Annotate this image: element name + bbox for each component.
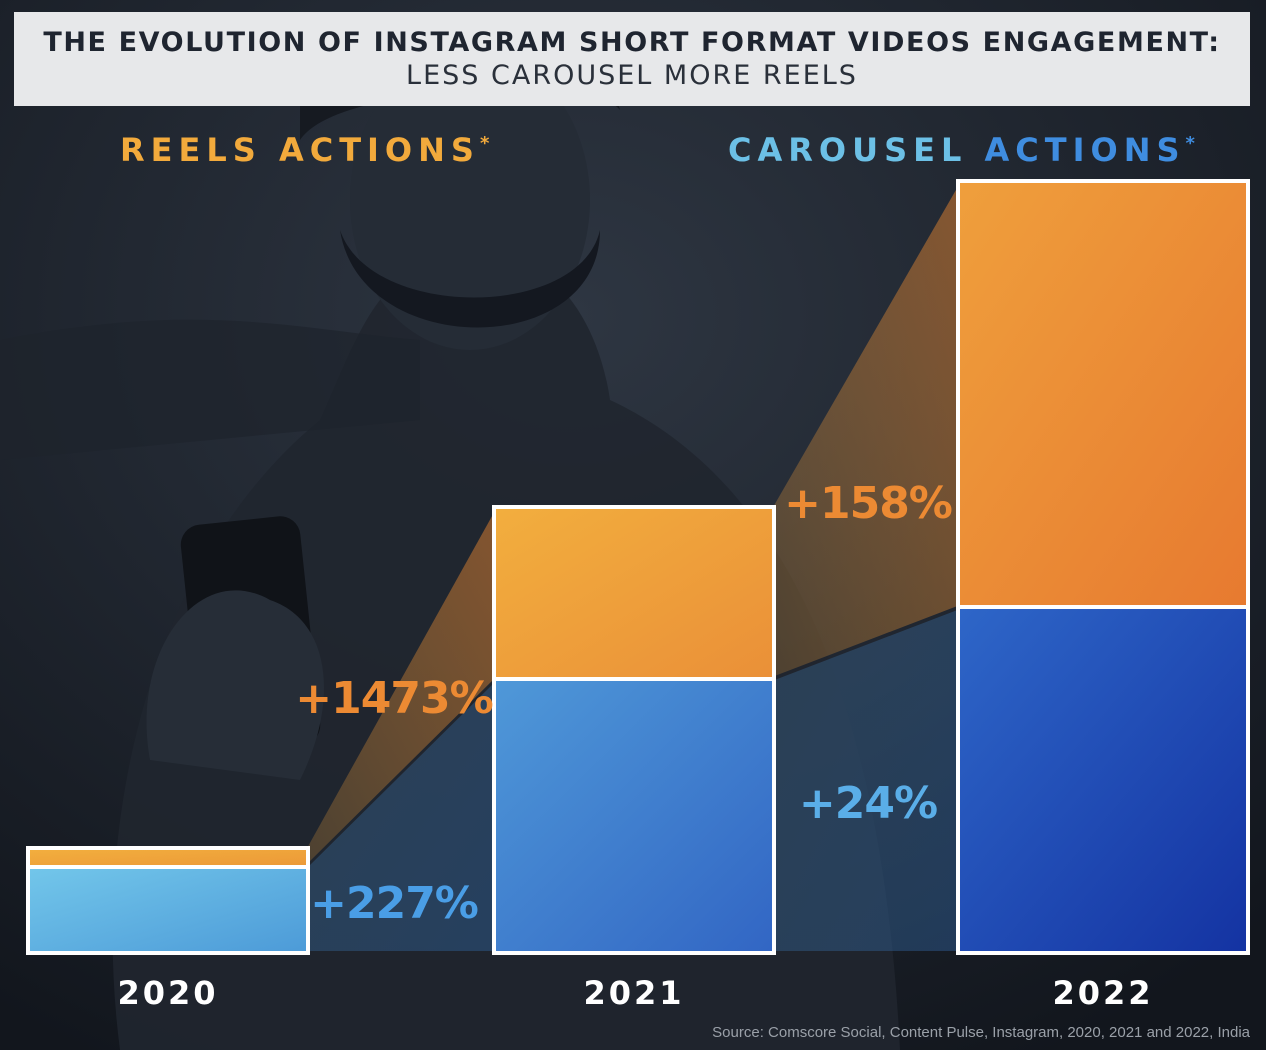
chart-subtitle: LESS CAROUSEL MORE REELS	[406, 60, 858, 91]
carousel-growth-label-2022: +24%	[799, 778, 937, 829]
bar-reels-2020	[30, 850, 306, 865]
bar-carousel-2021	[496, 681, 772, 951]
chart-title: THE EVOLUTION OF INSTAGRAM SHORT FORMAT …	[43, 27, 1221, 58]
bar-reels-2021	[496, 509, 772, 677]
bar-carousel-2022	[960, 609, 1246, 951]
legend-carousel: CAROUSEL ACTIONS*	[728, 122, 1195, 172]
x-tick-label-2021: 2021	[583, 974, 684, 1012]
x-tick-label-2022: 2022	[1052, 974, 1153, 1012]
carousel-growth-connector-2022	[772, 609, 960, 951]
source-note: Source: Comscore Social, Content Pulse, …	[712, 1024, 1250, 1041]
legend-carousel-word1: CAROUSEL	[728, 131, 968, 169]
carousel-growth-label-2021: +227%	[310, 878, 478, 929]
x-tick-label-2020: 2020	[117, 974, 218, 1012]
bar-reels-2022	[960, 183, 1246, 605]
legend-reels: REELS ACTIONS*	[120, 122, 489, 172]
reels-growth-label-2022: +158%	[784, 478, 952, 529]
title-box: THE EVOLUTION OF INSTAGRAM SHORT FORMAT …	[14, 12, 1250, 106]
legend-carousel-asterisk: *	[1185, 133, 1195, 154]
legend-carousel-word2: ACTIONS	[984, 131, 1186, 169]
legend-reels-label: REELS ACTIONS	[120, 131, 480, 169]
reels-growth-connector-2021	[306, 509, 496, 865]
reels-growth-label-2021: +1473%	[295, 673, 492, 724]
carousel-growth-connector-2021	[306, 681, 496, 951]
bar-carousel-2020	[30, 869, 306, 951]
reels-growth-connector-2022	[772, 183, 960, 677]
legend-reels-asterisk: *	[479, 133, 490, 154]
